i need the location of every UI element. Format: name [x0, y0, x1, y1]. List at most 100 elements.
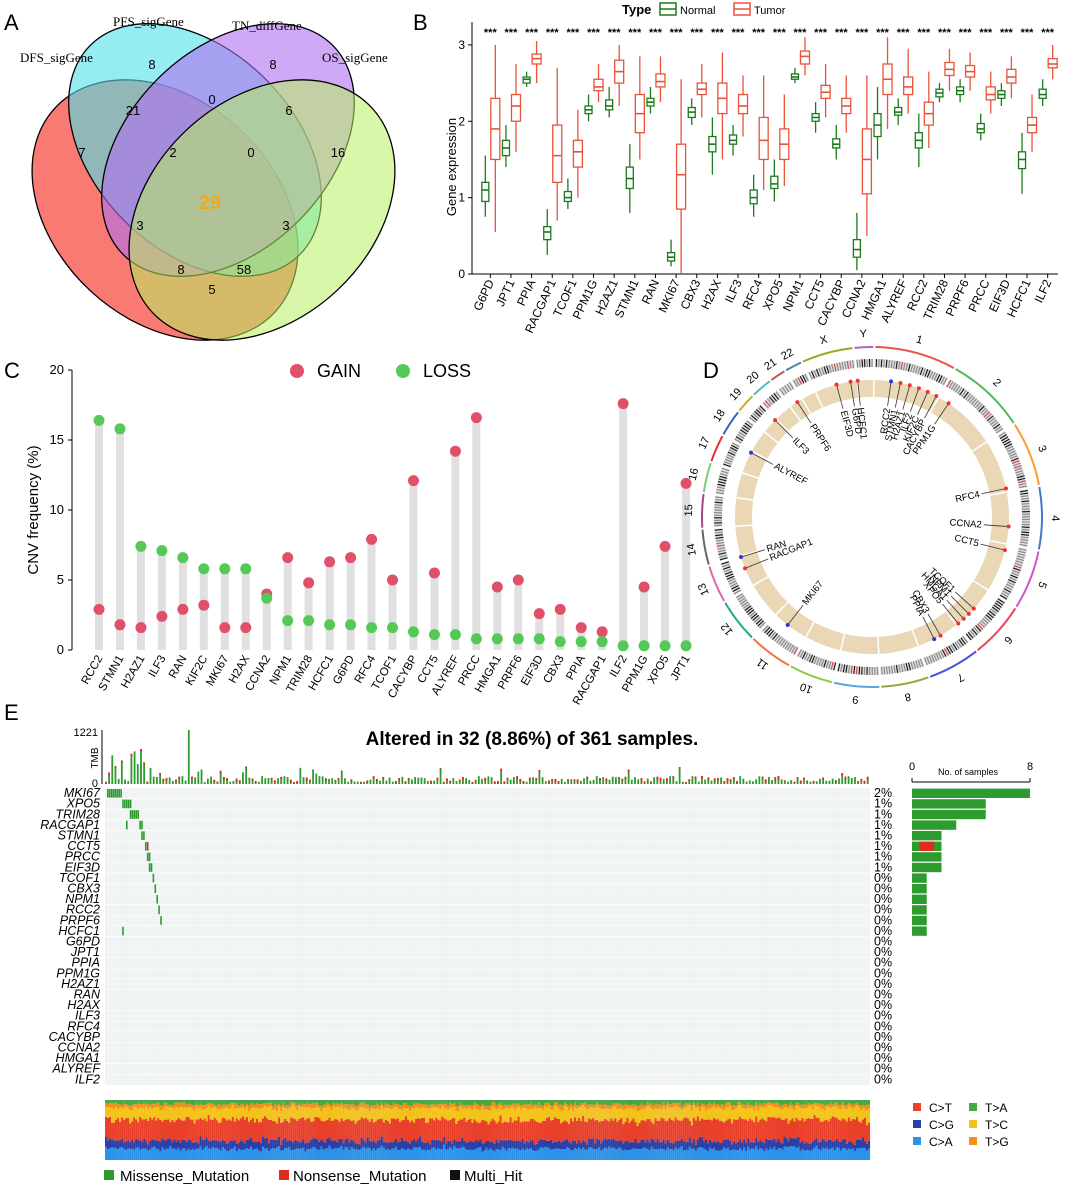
tmb-bar: [847, 776, 850, 784]
circos-band-tick: [938, 375, 943, 383]
titv-segment: [672, 1102, 675, 1107]
titv-segment: [723, 1109, 726, 1123]
titv-segment: [109, 1117, 112, 1139]
cnv-gain-dot: [449, 445, 461, 457]
titv-segment: [471, 1100, 474, 1106]
oncoplot-mutation-cell: [110, 789, 113, 798]
titv-segment: [191, 1142, 194, 1149]
titv-segment: [207, 1140, 210, 1149]
titv-segment: [457, 1141, 460, 1149]
titv-segment: [737, 1102, 740, 1107]
oncoplot-mutation-cell: [124, 799, 126, 809]
titv-segment: [388, 1150, 391, 1160]
titv-segment: [175, 1106, 178, 1120]
tmb-bar: [379, 780, 381, 784]
titv-segment: [628, 1142, 631, 1151]
tmb-bar-nonsense: [736, 780, 738, 784]
titv-legend-ta: T>A: [985, 1101, 1007, 1115]
titv-segment: [352, 1104, 355, 1109]
titv-segment: [477, 1100, 480, 1106]
titv-segment: [215, 1105, 218, 1109]
titv-segment: [163, 1107, 166, 1120]
titv-segment: [789, 1137, 792, 1147]
titv-segment: [169, 1107, 172, 1123]
titv-segment: [324, 1100, 327, 1105]
titv-segment: [799, 1120, 802, 1143]
tmb-bar: [583, 778, 585, 784]
titv-segment: [429, 1108, 432, 1119]
circos-gene-line: [894, 382, 901, 408]
titv-segment: [719, 1108, 722, 1121]
titv-segment: [221, 1117, 224, 1140]
titv-segment: [634, 1148, 637, 1160]
titv-segment: [404, 1116, 408, 1141]
titv-segment: [559, 1142, 563, 1150]
titv-segment: [517, 1140, 520, 1150]
circos-band-tick: [1012, 569, 1020, 574]
circos-band-tick: [903, 663, 906, 672]
titv-segment: [322, 1107, 325, 1122]
titv-segment: [298, 1103, 301, 1107]
oncoplot-percent-label: 0%: [874, 945, 892, 959]
tmb-bar-nonsense: [130, 753, 133, 757]
titv-segment: [859, 1148, 863, 1160]
titv-segment: [225, 1104, 228, 1108]
cnv-gain-dot: [512, 574, 524, 586]
titv-segment: [437, 1139, 440, 1149]
titv-segment: [217, 1109, 220, 1123]
titv-segment: [191, 1148, 194, 1160]
titv-segment: [708, 1147, 712, 1160]
titv-segment: [712, 1118, 716, 1142]
titv-segment: [107, 1117, 110, 1141]
titv-segment: [326, 1106, 329, 1120]
titv-segment: [654, 1149, 657, 1160]
titv-segment: [320, 1146, 323, 1160]
titv-segment: [469, 1100, 472, 1105]
titv-segment: [684, 1107, 687, 1118]
titv-segment: [320, 1139, 323, 1147]
titv-segment: [513, 1109, 516, 1121]
samples-bar: [912, 915, 927, 926]
circos-band-tick: [1018, 482, 1027, 486]
titv-segment: [360, 1148, 363, 1160]
titv-segment: [378, 1105, 381, 1110]
titv-segment: [302, 1100, 305, 1104]
titv-segment: [831, 1100, 834, 1105]
titv-segment: [855, 1148, 859, 1160]
titv-segment: [300, 1141, 303, 1149]
titv-segment: [710, 1142, 714, 1149]
titv-segment: [153, 1104, 156, 1108]
titv-segment: [225, 1120, 228, 1144]
titv-segment: [531, 1150, 534, 1160]
titv-segment: [813, 1139, 816, 1148]
titv-segment: [268, 1100, 271, 1103]
oncoplot-gene-label: PRPF6: [60, 913, 100, 927]
panel-letter-e: E: [4, 700, 19, 725]
titv-legend-ct-swatch: [913, 1103, 921, 1111]
titv-segment: [253, 1100, 257, 1105]
circos-band-tick: [991, 421, 999, 428]
titv-segment: [119, 1121, 122, 1141]
box-body: [852, 238, 862, 258]
circos-band-tick: [784, 385, 790, 393]
circos-cnv-track: [742, 451, 767, 478]
titv-segment: [465, 1109, 468, 1122]
titv-segment: [352, 1100, 355, 1105]
circos-band-tick: [898, 361, 901, 370]
titv-segment: [161, 1109, 164, 1122]
oncoplot-mutation-cell: [148, 852, 151, 862]
titv-segment: [123, 1108, 126, 1120]
titv-segment: [258, 1108, 261, 1123]
titv-segment: [147, 1120, 150, 1145]
titv-segment: [360, 1100, 363, 1103]
cnv-loss-dot: [345, 619, 357, 631]
titv-segment: [439, 1141, 442, 1150]
titv-segment: [684, 1149, 687, 1160]
titv-segment: [109, 1148, 112, 1160]
circos-band-tick: [742, 603, 751, 609]
titv-segment: [751, 1148, 754, 1160]
titv-segment: [849, 1149, 852, 1160]
circos-band-tick: [890, 360, 893, 369]
titv-segment: [511, 1140, 514, 1148]
titv-segment: [121, 1100, 124, 1106]
